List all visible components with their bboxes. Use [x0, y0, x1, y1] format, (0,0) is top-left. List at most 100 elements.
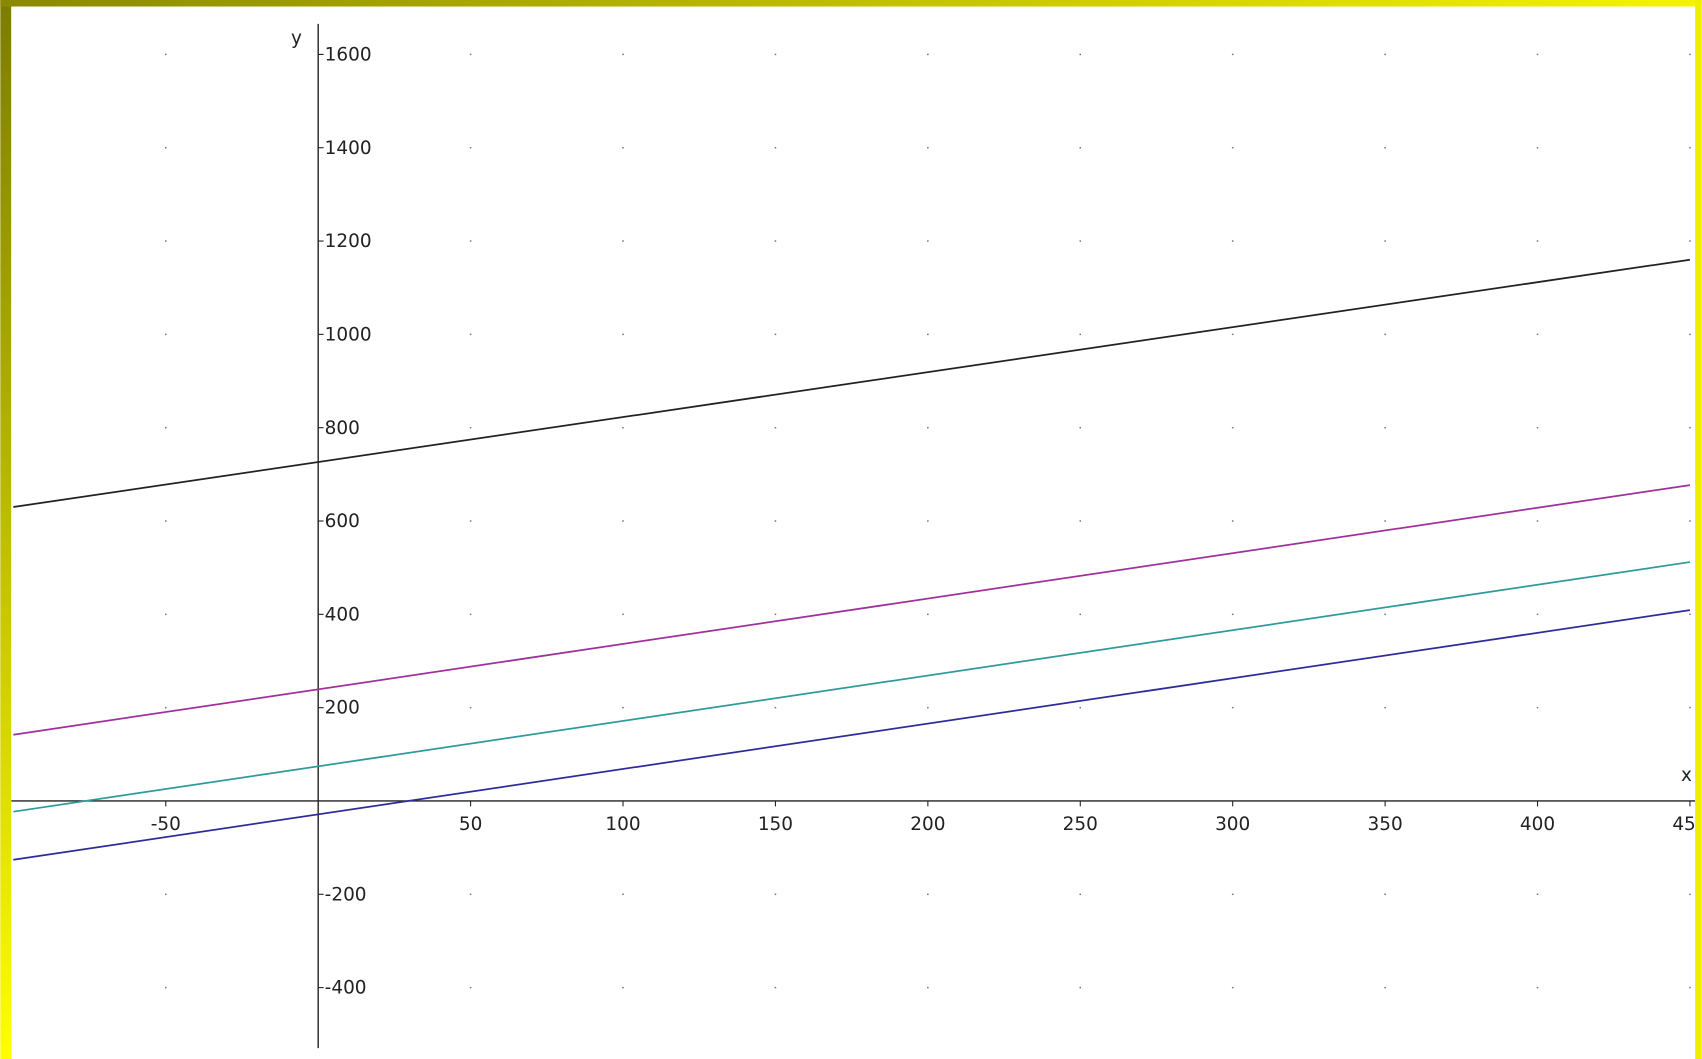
grid-dot — [165, 706, 167, 709]
grid-dot — [165, 146, 167, 149]
grid-dot — [1689, 706, 1691, 709]
grid-dot — [1079, 240, 1082, 242]
grid-dot — [469, 146, 472, 149]
grid-dot — [774, 613, 777, 616]
y-tick-label: -200 — [325, 884, 367, 905]
grid-dot — [1231, 986, 1234, 989]
x-tick-label: 100 — [605, 814, 640, 835]
grid-dot — [927, 146, 929, 149]
grid-dot — [1079, 146, 1082, 149]
grid-dot — [165, 240, 167, 242]
grid-dot — [1384, 240, 1386, 242]
y-tick-label: 800 — [325, 418, 360, 439]
grid-dot — [774, 333, 777, 336]
grid-dot — [1231, 893, 1234, 896]
grid-dot — [1689, 53, 1691, 56]
grid-dot — [1384, 893, 1386, 896]
y-axis-label: y — [291, 28, 302, 49]
grid-dot — [622, 333, 624, 336]
line — [13, 258, 1691, 508]
grid-dot — [1079, 613, 1082, 616]
grid-dot — [927, 426, 929, 429]
grid-dot — [1384, 333, 1386, 336]
y-tick-label: -400 — [325, 978, 367, 999]
grid-dot — [1536, 240, 1539, 242]
grid-dot — [1231, 613, 1234, 616]
grid-dot — [1689, 333, 1691, 336]
grid-dot — [1689, 146, 1691, 149]
grid-dot — [927, 520, 929, 522]
x-tick-label: 300 — [1215, 814, 1250, 835]
grid-dot — [1079, 893, 1082, 896]
grid-dot — [469, 426, 472, 429]
grid-dot — [469, 240, 472, 242]
grid-dot — [927, 53, 929, 56]
y-tick-label: 200 — [325, 698, 360, 719]
grid-dot — [469, 53, 472, 56]
grid-dot — [165, 613, 167, 616]
grid-dot — [1689, 520, 1691, 522]
grid-dot — [165, 53, 167, 56]
grid-dot — [1231, 426, 1234, 429]
grid-dot — [622, 520, 624, 522]
x-axis-label: x — [1681, 765, 1692, 786]
grid-dot — [1689, 613, 1691, 616]
grid-dot — [1689, 240, 1691, 242]
grid-dot — [1231, 520, 1234, 522]
grid-dot — [469, 986, 472, 989]
y-tick-label: 600 — [325, 511, 360, 532]
y-tick-label: 1200 — [325, 231, 372, 252]
grid-dot — [622, 240, 624, 242]
grid-dot — [469, 893, 472, 896]
grid-dot — [1689, 893, 1691, 896]
frame-top — [0, 0, 1702, 7]
grid-dot — [1536, 333, 1539, 336]
x-tick-label: 250 — [1063, 814, 1098, 835]
grid-dot — [774, 53, 777, 56]
grid-dot — [622, 146, 624, 149]
grid-dot — [469, 706, 472, 709]
grid-dot — [1231, 53, 1234, 56]
grid-dot — [469, 520, 472, 522]
grid-dot — [622, 613, 624, 616]
y-tick-label: 1000 — [325, 324, 372, 345]
grid-dot — [622, 426, 624, 429]
grid-dot — [1231, 240, 1234, 242]
x-tick-label: 350 — [1368, 814, 1403, 835]
frame-right — [1695, 0, 1702, 1059]
grid-dot — [1536, 893, 1539, 896]
grid-dot — [165, 520, 167, 522]
line — [13, 609, 1691, 861]
y-tick-label: 400 — [325, 604, 360, 625]
grid-dot — [1384, 613, 1386, 616]
grid-dot — [927, 893, 929, 896]
grid-dot — [774, 520, 777, 522]
grid-dot — [774, 986, 777, 989]
grid-dot — [774, 146, 777, 149]
grid-dot — [927, 333, 929, 336]
grid-dot — [1536, 53, 1539, 56]
grid-dot — [774, 426, 777, 429]
grid-dot — [622, 706, 624, 709]
grid-dot — [1231, 333, 1234, 336]
grid-dot — [1536, 520, 1539, 522]
x-tick-label: 50 — [459, 814, 482, 835]
grid-dot — [774, 706, 777, 709]
grid-dot — [1384, 706, 1386, 709]
grid-dot — [1079, 706, 1082, 709]
x-tick-label: -50 — [151, 814, 181, 835]
grid-dot — [469, 333, 472, 336]
grid-dot — [1536, 146, 1539, 149]
x-tick-label: 150 — [758, 814, 793, 835]
grid-dot — [1536, 986, 1539, 989]
frame-left — [0, 0, 12, 1059]
grid-dot — [165, 333, 167, 336]
grid-dot — [1384, 146, 1386, 149]
x-tick-label: 400 — [1520, 814, 1555, 835]
y-tick-label: 1400 — [325, 138, 372, 159]
grid-dot — [1384, 426, 1386, 429]
x-tick-label: 450 — [1672, 814, 1702, 835]
grid-dot — [469, 613, 472, 616]
